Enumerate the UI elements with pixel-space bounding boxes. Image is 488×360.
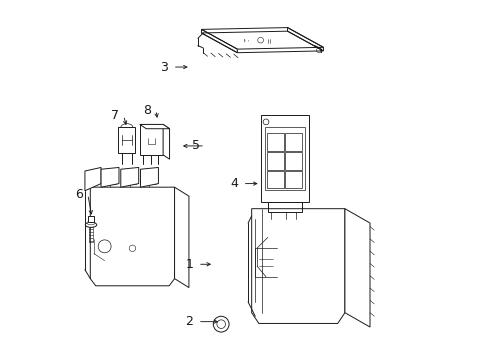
Polygon shape (163, 125, 169, 159)
Text: 8: 8 (143, 104, 151, 117)
Bar (88, 216, 94, 222)
Text: 5: 5 (192, 139, 200, 152)
Polygon shape (140, 125, 163, 155)
Text: 2: 2 (185, 315, 193, 328)
Bar (267, 202, 301, 212)
Bar (122, 179, 128, 184)
Ellipse shape (85, 222, 97, 227)
Text: 1: 1 (185, 258, 193, 271)
Text: 4: 4 (230, 177, 238, 190)
Bar (285, 171, 301, 188)
Bar (150, 179, 156, 184)
Bar (260, 116, 308, 202)
Circle shape (213, 316, 228, 332)
Bar (142, 179, 148, 184)
Polygon shape (140, 167, 158, 187)
Text: 3: 3 (160, 60, 168, 73)
Polygon shape (121, 167, 139, 187)
Bar (266, 171, 283, 188)
Bar (130, 179, 136, 184)
Polygon shape (90, 187, 174, 286)
Polygon shape (85, 167, 101, 191)
Polygon shape (140, 125, 169, 129)
Bar (110, 179, 116, 184)
Polygon shape (344, 209, 369, 327)
Bar (266, 134, 283, 151)
Polygon shape (174, 187, 188, 288)
Polygon shape (251, 209, 344, 323)
Bar (285, 152, 301, 170)
Polygon shape (118, 127, 135, 153)
Ellipse shape (87, 221, 95, 225)
Text: 6: 6 (75, 188, 83, 201)
Bar (285, 134, 301, 151)
Bar (102, 179, 108, 184)
Text: 7: 7 (111, 109, 119, 122)
Bar (264, 127, 304, 190)
Polygon shape (101, 167, 119, 187)
Bar (266, 152, 283, 170)
